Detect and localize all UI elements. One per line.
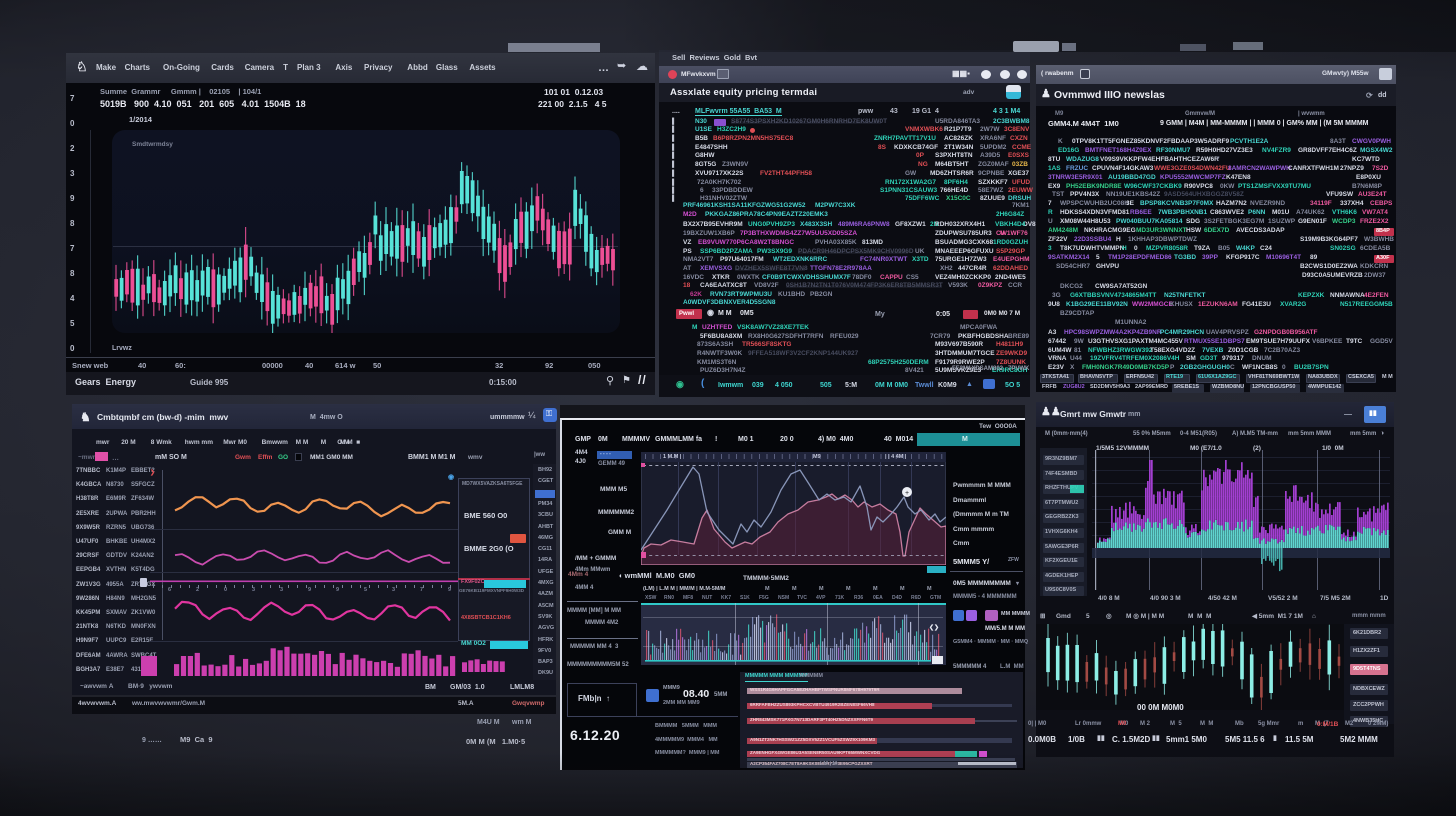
svg-text:+: + — [905, 490, 909, 497]
